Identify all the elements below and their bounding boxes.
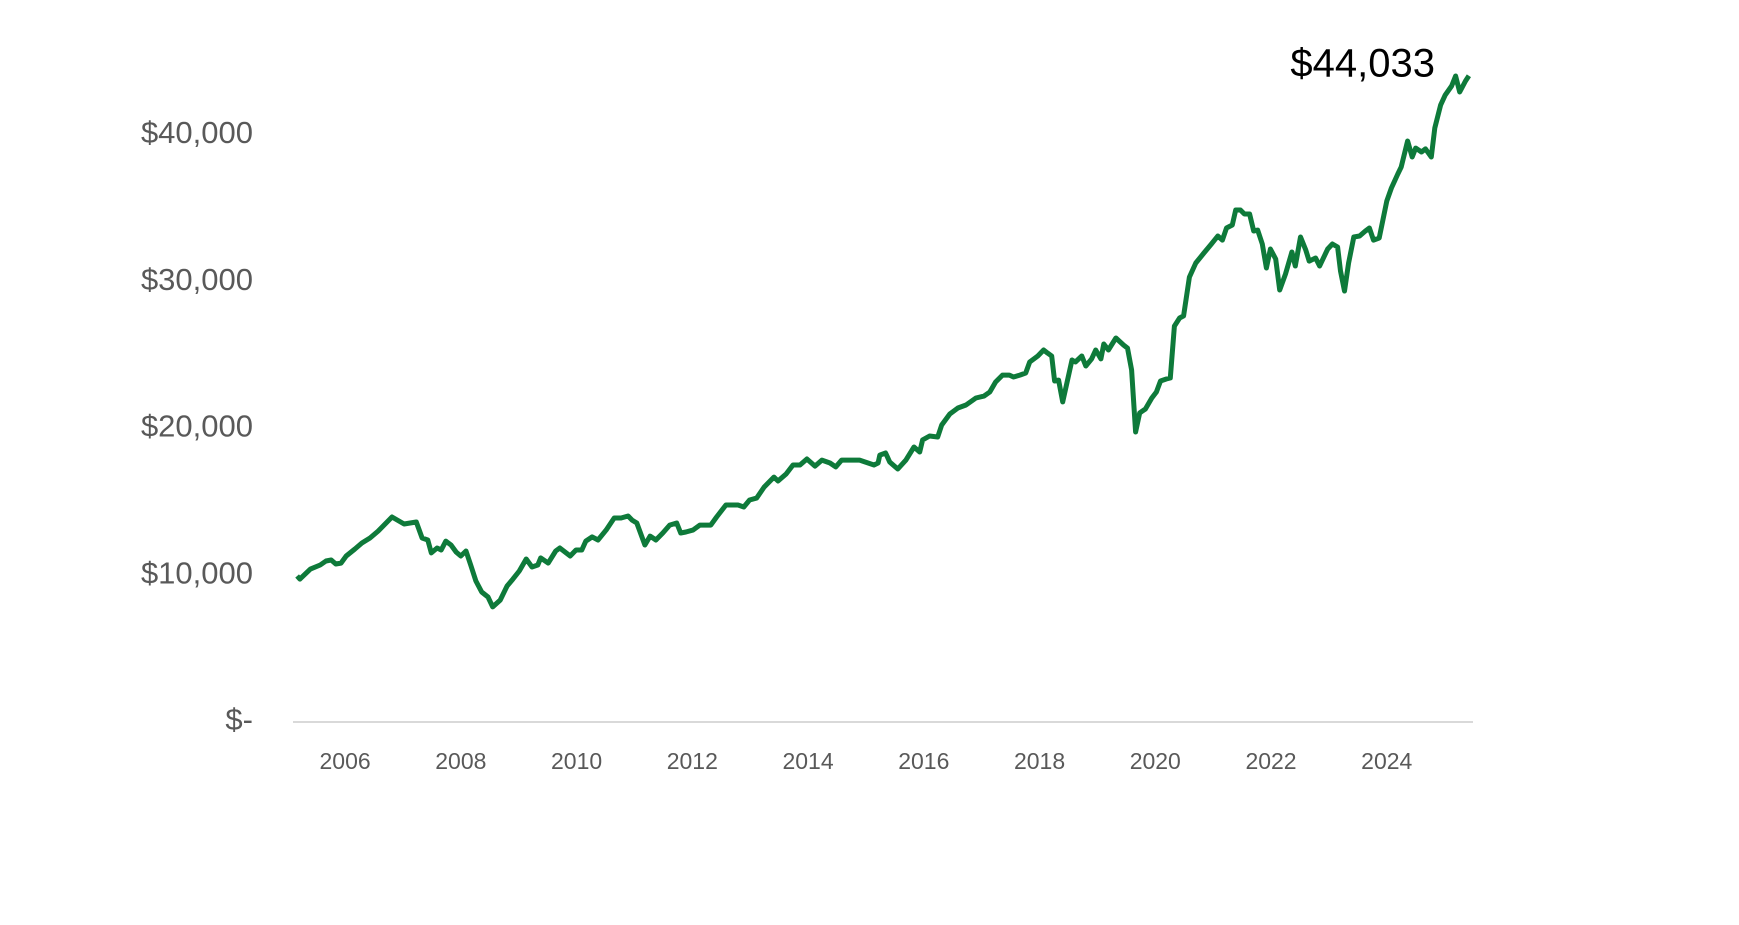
y-tick-label: $30,000	[141, 262, 253, 297]
x-tick-label: 2024	[1361, 748, 1412, 774]
line	[295, 73, 1471, 610]
x-tick-label: 2016	[898, 748, 949, 774]
value-label: $44,033	[1290, 41, 1435, 85]
x-tick-label: 2020	[1130, 748, 1181, 774]
x-tick-label: 2012	[667, 748, 718, 774]
y-tick-label: $20,000	[141, 409, 253, 444]
x-tick-label: 2006	[319, 748, 370, 774]
x-tick-label: 2022	[1245, 748, 1296, 774]
x-tick-label: 2010	[551, 748, 602, 774]
x-tick-label: 2008	[435, 748, 486, 774]
x-tick-label: 2014	[782, 748, 833, 774]
y-tick-label: $-	[225, 702, 253, 737]
x-tick-label: 2018	[1014, 748, 1065, 774]
y-tick-label: $10,000	[141, 555, 253, 590]
y-tick-label: $40,000	[141, 115, 253, 150]
